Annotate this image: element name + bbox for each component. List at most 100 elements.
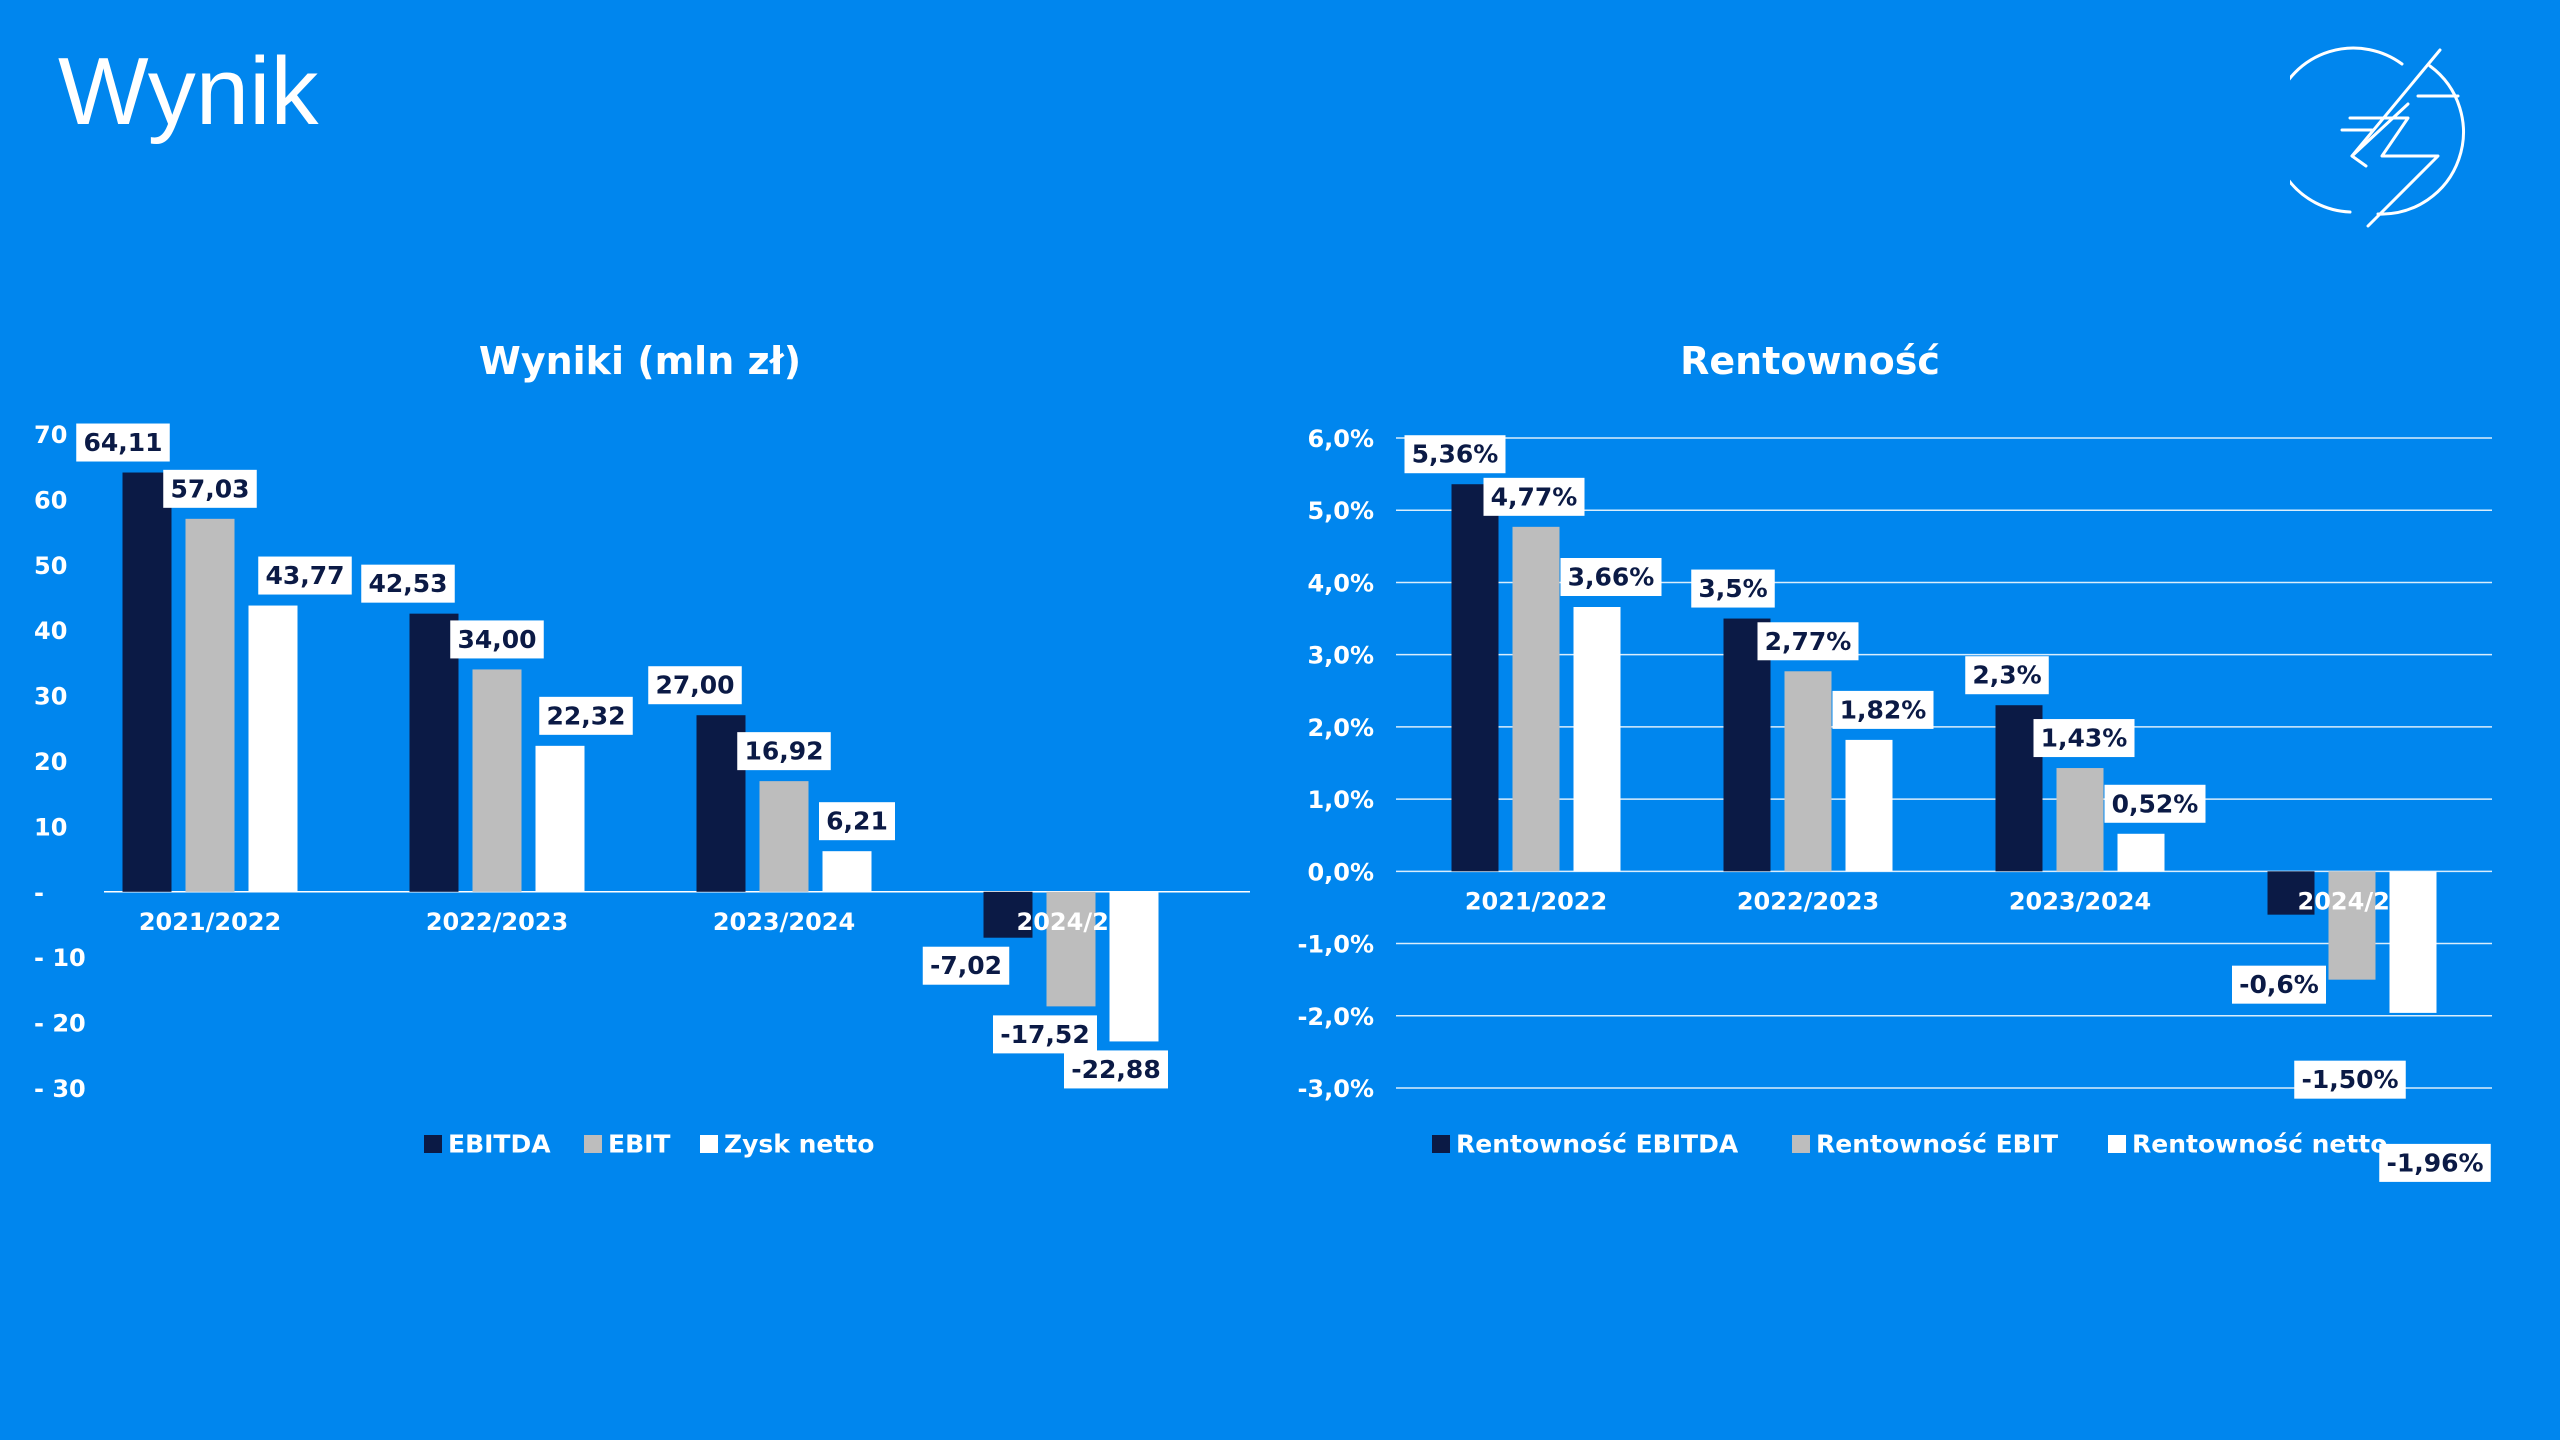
data-label-box <box>1560 558 1662 596</box>
legend-item: Rentowność netto <box>2108 1130 2387 1159</box>
bar <box>472 669 522 892</box>
data-label-text: 4,77% <box>1491 482 1578 511</box>
data-label-text: 1,43% <box>2041 724 2128 753</box>
data-label: -1,50% <box>2294 1060 2406 1099</box>
data-label-box <box>993 1015 1097 1054</box>
legend-label: Rentowność EBITDA <box>1456 1130 1739 1159</box>
y-tick-label: -1,0% <box>1297 931 1374 959</box>
data-label-text: 64,11 <box>83 428 162 457</box>
data-label-text: 0,52% <box>2112 789 2199 818</box>
legend-item: Rentowność EBIT <box>1792 1130 2058 1159</box>
y-tick-label: - 10 <box>34 944 86 972</box>
y-tick-label: 0,0% <box>1307 858 1374 886</box>
data-label-box <box>2033 719 2135 758</box>
data-label: 42,53 <box>361 564 455 603</box>
data-label-box <box>648 666 742 705</box>
data-label-box <box>2294 1060 2406 1099</box>
y-tick-label: 70 <box>34 421 67 449</box>
chart-title: Rentowność <box>1680 339 1940 383</box>
y-tick-label: 30 <box>34 683 67 711</box>
data-label-box <box>922 946 1010 985</box>
data-label: 0,52% <box>2104 784 2206 823</box>
data-label-box <box>1404 435 1506 474</box>
data-label: -1,96% <box>2379 1143 2491 1182</box>
data-label-text: 27,00 <box>655 671 734 700</box>
data-label-text: 2,3% <box>1972 661 2041 690</box>
legend-swatch <box>1792 1135 1810 1153</box>
data-label: 3,5% <box>1691 569 1775 608</box>
data-label-box <box>2104 784 2206 823</box>
page-title: Wynik <box>58 38 319 145</box>
data-label-box <box>1064 1050 1168 1089</box>
y-tick-label: - 20 <box>34 1010 86 1038</box>
data-label-box <box>2232 965 2326 1004</box>
data-label-text: -7,02 <box>930 951 1002 980</box>
data-label: -22,88 <box>1064 1050 1168 1089</box>
legend-label: Rentowność EBIT <box>1816 1130 2058 1159</box>
bar <box>1723 618 1771 872</box>
data-label: -0,6% <box>2232 965 2326 1004</box>
legend-item: Zysk netto <box>700 1130 874 1159</box>
data-label-box <box>163 469 257 508</box>
data-label-text: 5,36% <box>1412 440 1499 469</box>
data-label-text: 6,21 <box>826 807 888 836</box>
data-label: 5,36% <box>1404 435 1506 474</box>
data-label-text: -0,6% <box>2239 970 2319 999</box>
data-label-box <box>76 423 170 462</box>
bar <box>535 745 585 892</box>
data-label-box <box>1832 690 1934 729</box>
legend-swatch <box>424 1135 442 1153</box>
data-label: 16,92 <box>737 732 831 771</box>
x-tick-label: 2022/2023 <box>426 908 568 936</box>
data-label: 34,00 <box>450 620 544 659</box>
data-label: 43,77 <box>258 556 352 595</box>
x-tick-label: 2023/2024 <box>713 908 855 936</box>
legend-swatch <box>2108 1135 2126 1153</box>
data-label-text: 3,66% <box>1568 563 1655 592</box>
legend-item: Rentowność EBITDA <box>1432 1130 1739 1159</box>
data-label-box <box>361 564 455 603</box>
y-tick-label: 4,0% <box>1307 569 1374 597</box>
data-label-box <box>258 556 352 595</box>
y-tick-label: -3,0% <box>1297 1075 1374 1103</box>
bar <box>1512 526 1560 872</box>
bar <box>248 605 298 892</box>
legend-item: EBITDA <box>424 1130 551 1159</box>
bar <box>1046 891 1096 1007</box>
data-label: 64,11 <box>76 423 170 462</box>
data-label-box <box>819 802 895 841</box>
bar <box>2389 871 2437 1013</box>
data-label-text: -1,96% <box>2386 1148 2483 1177</box>
x-tick-label: 2024/20 <box>2298 887 2407 915</box>
data-label-box <box>539 696 633 735</box>
data-label-text: -22,88 <box>1071 1055 1160 1084</box>
data-label-text: 42,53 <box>368 569 447 598</box>
legend-label: EBIT <box>608 1130 671 1159</box>
data-label: 4,77% <box>1483 477 1585 516</box>
x-tick-label: 2023/2024 <box>2009 887 2151 915</box>
data-label-text: 57,03 <box>170 474 249 503</box>
x-tick-label: 2024/20 <box>1017 908 1126 936</box>
data-label: -17,52 <box>993 1015 1097 1054</box>
legend-label: Rentowność netto <box>2132 1130 2387 1159</box>
y-tick-label: 60 <box>34 486 67 514</box>
data-label: 3,66% <box>1560 558 1662 596</box>
y-tick-label: - 30 <box>34 1075 86 1103</box>
bar <box>983 891 1033 938</box>
data-label-text: 16,92 <box>744 737 823 766</box>
data-label-box <box>1691 569 1775 608</box>
data-label-box <box>450 620 544 659</box>
data-label-text: -1,50% <box>2301 1065 2398 1094</box>
bar <box>1784 671 1832 872</box>
bar <box>2267 871 2315 915</box>
bar <box>1451 484 1499 872</box>
legend-label: Zysk netto <box>724 1130 874 1159</box>
legend-swatch <box>700 1135 718 1153</box>
data-label-text: 2,77% <box>1765 627 1852 656</box>
x-tick-label: 2021/2022 <box>139 908 281 936</box>
bar <box>1573 607 1621 872</box>
y-tick-label: -2,0% <box>1297 1003 1374 1031</box>
legend-label: EBITDA <box>448 1130 551 1159</box>
